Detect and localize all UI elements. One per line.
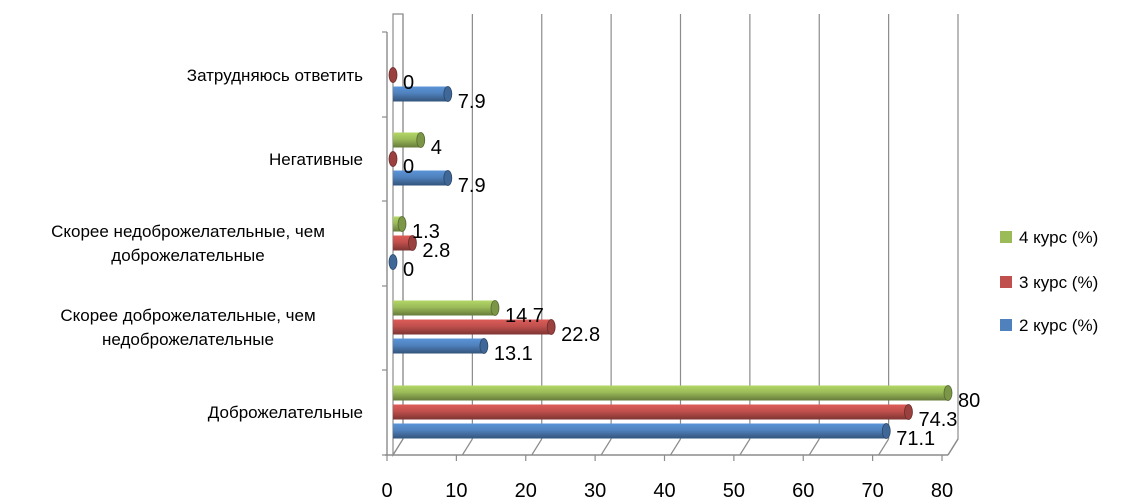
y-axis-category-labels: Доброжелательные Скорее доброжелательные,… — [51, 66, 363, 422]
x-tick-label: 50 — [723, 480, 745, 500]
legend: 4 курс (%) 3 курс (%) 2 курс (%) — [1000, 228, 1098, 335]
x-tick-label: 60 — [792, 480, 814, 500]
legend-swatch — [1000, 231, 1012, 243]
data-label: 7.9 — [458, 175, 486, 197]
category-label: Скорее доброжелательные, чем недоброжелат… — [60, 306, 315, 349]
category-label: Негативные — [269, 150, 363, 169]
floor-gridline — [739, 438, 751, 456]
legend-swatch — [1000, 319, 1012, 331]
x-tick-label: 30 — [584, 480, 606, 500]
data-label: 0 — [403, 156, 414, 178]
legend-label: 4 курс (%) — [1019, 228, 1098, 247]
data-label: 4 — [431, 137, 442, 159]
data-label: 1.3 — [412, 221, 440, 243]
floor-edge — [947, 438, 959, 456]
data-label: 80 — [958, 390, 980, 412]
floor-gridline — [669, 438, 682, 456]
floor-gridline — [600, 438, 612, 456]
bars — [388, 67, 953, 439]
legend-label: 3 курс (%) — [1019, 273, 1098, 292]
data-label: 7.9 — [458, 91, 486, 113]
bar — [388, 254, 398, 270]
bar — [393, 423, 891, 439]
bar — [393, 216, 407, 232]
category-label: Доброжелательные — [208, 403, 363, 422]
data-label: 14.7 — [505, 305, 544, 327]
data-label: 0 — [403, 72, 414, 94]
data-label: 0 — [403, 259, 414, 281]
category-label: Скорее недоброжелательные, чем доброжелат… — [51, 222, 325, 265]
floor-gridline — [878, 438, 890, 456]
bar — [393, 319, 556, 335]
x-tick-label: 0 — [381, 480, 392, 500]
legend-swatch — [1000, 276, 1012, 288]
data-label: 74.3 — [918, 409, 957, 431]
x-tick-label: 10 — [445, 480, 467, 500]
floor-gridline — [461, 438, 473, 456]
bar — [393, 385, 953, 401]
x-tick-label: 20 — [515, 480, 537, 500]
bar — [388, 67, 398, 83]
bar — [393, 338, 489, 354]
data-label: 13.1 — [494, 343, 533, 365]
axes — [382, 31, 959, 461]
bar — [393, 132, 426, 148]
x-axis-tick-labels: 0 10 20 30 40 50 60 70 80 — [381, 480, 953, 500]
data-label: 22.8 — [561, 324, 600, 346]
bar — [393, 170, 453, 186]
category-label: Затрудняюсь ответить — [187, 66, 363, 85]
bar — [393, 235, 417, 251]
floor-gridline — [808, 438, 820, 456]
legend-label: 2 курс (%) — [1019, 316, 1098, 335]
data-label: 71.1 — [896, 428, 935, 450]
x-tick-label: 80 — [931, 480, 953, 500]
x-tick-label: 40 — [653, 480, 675, 500]
floor-gridline — [392, 438, 404, 456]
bar — [393, 404, 913, 420]
bar — [393, 300, 500, 316]
bar — [388, 151, 398, 167]
gridlines — [392, 14, 959, 456]
x-tick-label: 70 — [862, 480, 884, 500]
data-label: 2.8 — [422, 240, 450, 262]
bar — [393, 86, 453, 102]
floor-gridline — [531, 438, 543, 456]
